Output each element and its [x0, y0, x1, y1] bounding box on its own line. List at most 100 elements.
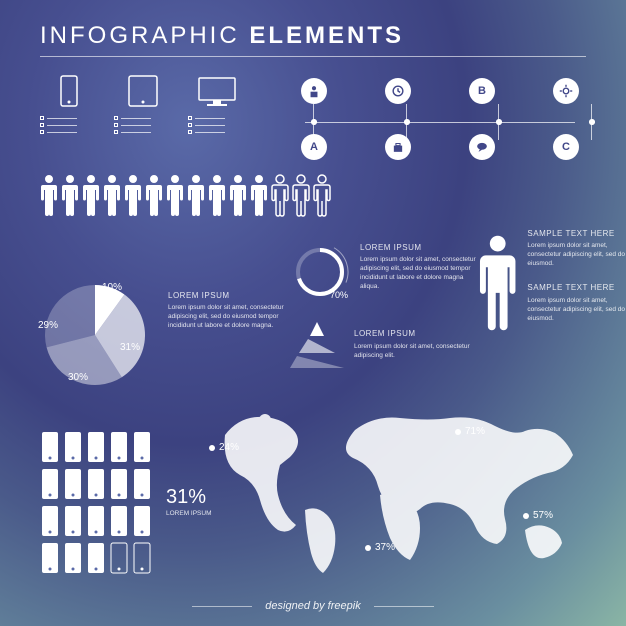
phone-icon [47, 72, 91, 112]
pyramid-text: Lorem ipsum Lorem ipsum dolor sit amet, … [354, 328, 474, 359]
person-icon [187, 172, 205, 218]
sample-text-column: SAMPLE TEXT HERE Lorem ipsum dolor sit am… [527, 228, 626, 338]
phone-icon [86, 541, 106, 575]
tablet-icon [121, 72, 165, 112]
pyramid-level [299, 339, 335, 353]
title-divider [40, 56, 586, 57]
donut-label: 70% [330, 290, 348, 300]
pie-label: 10% [102, 282, 122, 293]
phone-icon [63, 430, 83, 464]
device-monitor [188, 72, 246, 134]
footer-text: designed by freepik [265, 600, 360, 612]
timeline-dot [589, 119, 595, 125]
sample-heading: SAMPLE TEXT HERE [527, 228, 626, 239]
phone-icon [63, 504, 83, 538]
pie-label: 29% [38, 320, 58, 331]
map-point: 71% [455, 426, 485, 437]
person-icon [145, 172, 163, 218]
footer-credit: designed by freepik [0, 600, 626, 612]
pie-text: Lorem ipsum Lorem ipsum dolor sit amet, … [168, 290, 288, 330]
briefcase-icon [385, 134, 411, 160]
big-person-block: SAMPLE TEXT HERE Lorem ipsum dolor sit am… [478, 228, 626, 338]
pie-chart: 10% 31% 30% 29% [40, 280, 150, 390]
footer-line-right [374, 606, 434, 607]
people-row [40, 172, 331, 218]
map-point-label: 71% [465, 426, 485, 437]
page-title: INFOGRAPHIC ELEMENTS [40, 22, 404, 50]
person-icon [292, 172, 310, 218]
person-icon [40, 172, 58, 218]
donut-body: Lorem ipsum dolor sit amet, consectetur … [360, 256, 476, 290]
donut-heading: Lorem ipsum [360, 242, 480, 253]
map-point-label: 24% [219, 442, 239, 453]
pie-block: 10% 31% 30% 29% [40, 280, 150, 390]
timeline-line [305, 122, 575, 123]
person-icon [301, 78, 327, 104]
sample-body: Lorem ipsum dolor sit amet, consectetur … [527, 297, 625, 322]
map-dot-icon [523, 513, 529, 519]
phone-icon [109, 430, 129, 464]
phone-icon [40, 504, 60, 538]
pie-label: 31% [120, 342, 140, 353]
map-point: 37% [365, 542, 395, 553]
phone-icon [86, 430, 106, 464]
device-phone [40, 72, 98, 134]
timeline-stem [591, 122, 592, 140]
chat-icon [469, 134, 495, 160]
timeline-dot [404, 119, 410, 125]
person-icon [271, 172, 289, 218]
phone-grid [40, 430, 152, 575]
donut-text: Lorem ipsum Lorem ipsum dolor sit amet, … [360, 242, 480, 292]
phone-icon [132, 504, 152, 538]
sample-body: Lorem ipsum dolor sit amet, consectetur … [527, 242, 625, 267]
person-icon [250, 172, 268, 218]
map-point-label: 57% [533, 510, 553, 521]
phone-icon [132, 430, 152, 464]
person-icon [61, 172, 79, 218]
pyramid-level [310, 322, 324, 336]
phone-icon [40, 430, 60, 464]
pyramid-heading: Lorem ipsum [354, 328, 474, 339]
phone-icon [132, 541, 152, 575]
sample-text-0: SAMPLE TEXT HERE Lorem ipsum dolor sit am… [527, 228, 626, 268]
donut-block: 70% Lorem ipsum Lorem ipsum dolor sit am… [290, 242, 480, 302]
pie-label: 30% [68, 372, 88, 383]
person-icon [313, 172, 331, 218]
device-bullets [188, 116, 225, 134]
map-point: 24% [209, 442, 239, 453]
device-tablet [114, 72, 172, 134]
map-point: 57% [523, 510, 553, 521]
phone-icon [40, 541, 60, 575]
pie-heading: Lorem ipsum [168, 290, 288, 301]
phones-block: 31% LOREM IPSUM [40, 430, 212, 575]
pyramid-level [290, 356, 344, 368]
world-map-icon [205, 400, 585, 580]
person-icon [103, 172, 121, 218]
phone-icon [109, 467, 129, 501]
timeline-node-B: B [469, 78, 495, 104]
phone-icon [40, 467, 60, 501]
map-dot-icon [365, 545, 371, 551]
phone-icon [63, 467, 83, 501]
world-map-block: 24% 71% 37% 57% [205, 400, 585, 580]
person-icon [229, 172, 247, 218]
person-icon [82, 172, 100, 218]
phone-icon [109, 541, 129, 575]
footer-line-left [192, 606, 252, 607]
map-dot-icon [455, 429, 461, 435]
pyramid-block: Lorem ipsum Lorem ipsum dolor sit amet, … [290, 320, 474, 368]
donut-chart: 70% [290, 242, 350, 302]
person-icon [478, 228, 517, 338]
person-icon [166, 172, 184, 218]
pyramid-chart [290, 320, 344, 368]
clock-icon [385, 78, 411, 104]
timeline-dot [311, 119, 317, 125]
timeline-node-C: C [553, 134, 579, 160]
phone-icon [63, 541, 83, 575]
map-point-label: 37% [375, 542, 395, 553]
device-bullets [40, 116, 77, 134]
sample-heading: SAMPLE TEXT HERE [527, 282, 626, 293]
monitor-icon [195, 72, 239, 112]
phone-icon [86, 504, 106, 538]
pie-body: Lorem ipsum dolor sit amet, consectetur … [168, 304, 284, 329]
